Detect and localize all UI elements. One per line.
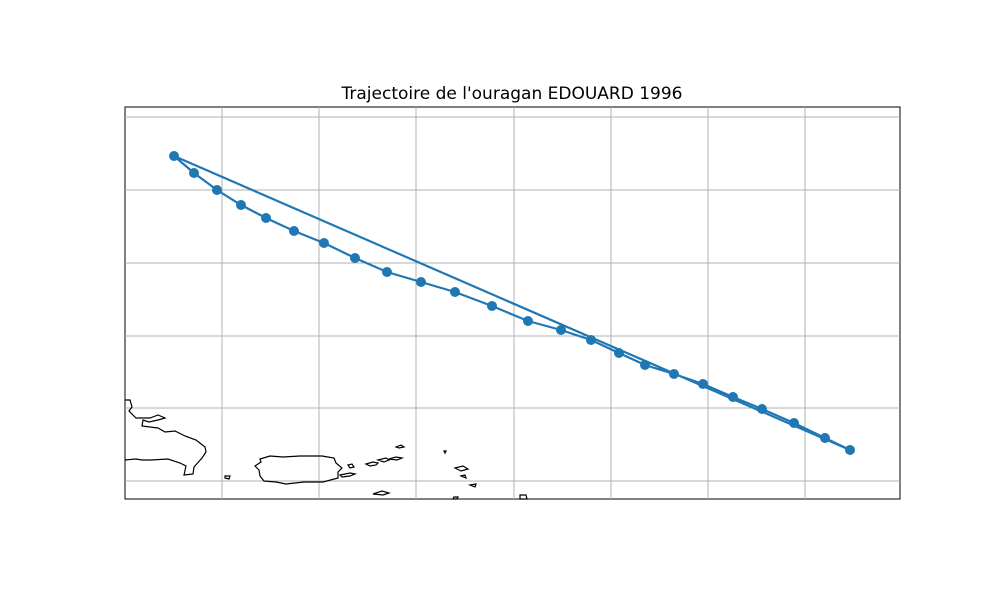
track-point: [487, 301, 497, 311]
track-point: [556, 325, 566, 335]
track-point: [614, 348, 624, 358]
track-point: [523, 316, 533, 326]
vieques-coastline: [338, 472, 358, 478]
track-point: [416, 277, 426, 287]
hurricane-track-line: [173, 154, 851, 452]
anguilla-coastline: [443, 450, 447, 455]
map-frame: [124, 106, 901, 500]
track-point: [382, 267, 392, 277]
track-point: [820, 433, 830, 443]
chart-title: Trajectoire de l'ouragan EDOUARD 1996: [341, 84, 683, 104]
track-point: [350, 253, 360, 263]
track-point: [189, 168, 199, 178]
coastlines: [124, 399, 528, 500]
st-croix-coastline: [372, 490, 392, 496]
track-point: [586, 335, 596, 345]
track-point: [757, 404, 767, 414]
mona-island-coastline: [224, 475, 231, 480]
track-point: [669, 369, 679, 379]
antigua-coastline: [519, 494, 528, 500]
hispaniola-coastline: [124, 399, 207, 476]
track-point: [289, 226, 299, 236]
st-martin-coastline: [453, 465, 470, 480]
culebra-coastline: [347, 463, 355, 469]
track-point: [640, 360, 650, 370]
track-point: [698, 379, 708, 389]
track-point: [319, 238, 329, 248]
st-kitts-coastline: [452, 496, 459, 500]
virgin-islands-coastline: [364, 456, 405, 467]
puerto-rico-coastline: [254, 455, 343, 485]
track-point: [236, 200, 246, 210]
anegada-coastline: [394, 444, 406, 449]
track-point: [169, 151, 179, 161]
track-point: [212, 185, 222, 195]
map-grid: [125, 107, 900, 499]
track-point: [789, 418, 799, 428]
track-point: [728, 392, 738, 402]
hurricane-track-points: [169, 151, 855, 455]
track-point: [845, 445, 855, 455]
track-point: [450, 287, 460, 297]
barbuda-coastline: [467, 483, 477, 488]
track-point: [261, 213, 271, 223]
